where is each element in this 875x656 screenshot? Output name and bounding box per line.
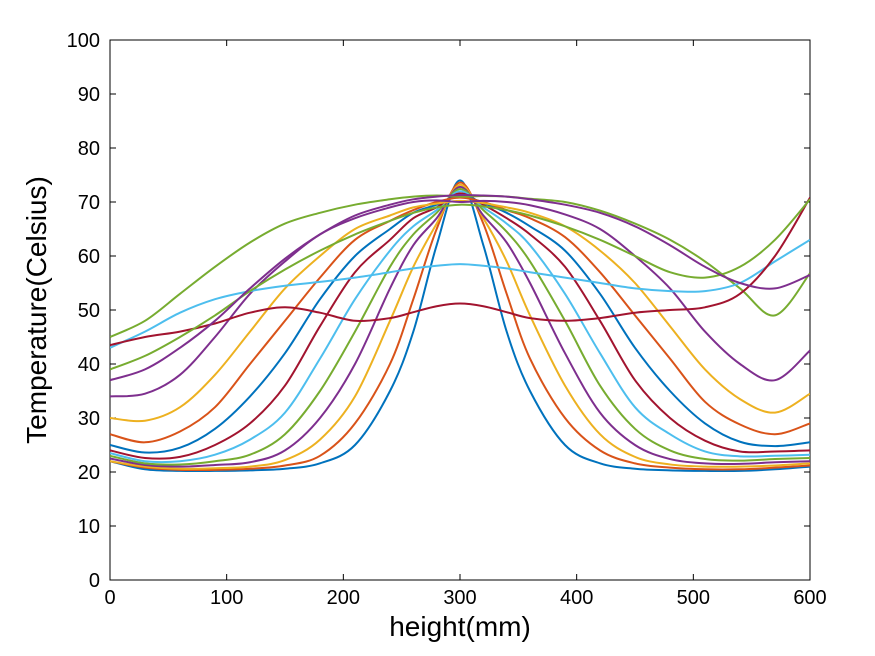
x-tick-label: 200 (327, 587, 360, 609)
x-tick-label: 100 (210, 587, 243, 609)
x-tick-label: 400 (560, 587, 593, 609)
series-s7 (110, 193, 810, 458)
x-tick-label: 300 (443, 587, 476, 609)
x-axis-label: height(mm) (389, 611, 531, 642)
y-tick-label: 70 (78, 192, 100, 214)
x-tick-label: 600 (793, 587, 826, 609)
y-tick-label: 30 (78, 408, 100, 430)
x-tick-label: 500 (677, 587, 710, 609)
series-s14 (110, 198, 810, 345)
line-chart: 0 100 200 300 400 500 600 0 10 20 30 40 50 60 70 80 90 10… (0, 0, 875, 656)
series-s1 (110, 180, 810, 471)
y-tick-label: 50 (78, 300, 100, 322)
series-s6 (110, 191, 810, 462)
y-tick-label: 0 (89, 570, 100, 592)
series-s10 (110, 201, 810, 421)
y-tick-label: 90 (78, 84, 100, 106)
y-tick-label: 10 (78, 516, 100, 538)
y-tick-label: 80 (78, 138, 100, 160)
series-s16 (110, 195, 810, 380)
x-tick-label: 0 (104, 587, 115, 609)
series-s15 (110, 199, 810, 369)
chart-canvas: 0 100 200 300 400 500 600 0 10 20 30 40 50 60 70 80 90 10… (0, 0, 875, 656)
y-tick-label: 20 (78, 462, 100, 484)
y-axis-label: Temperature(Celsius) (21, 176, 52, 444)
y-tick-label: 60 (78, 246, 100, 268)
y-tick-label: 100 (67, 30, 100, 52)
series-s2 (110, 183, 810, 471)
series-s3 (110, 185, 810, 469)
series-s4 (110, 187, 810, 467)
y-tick-label: 40 (78, 354, 100, 376)
